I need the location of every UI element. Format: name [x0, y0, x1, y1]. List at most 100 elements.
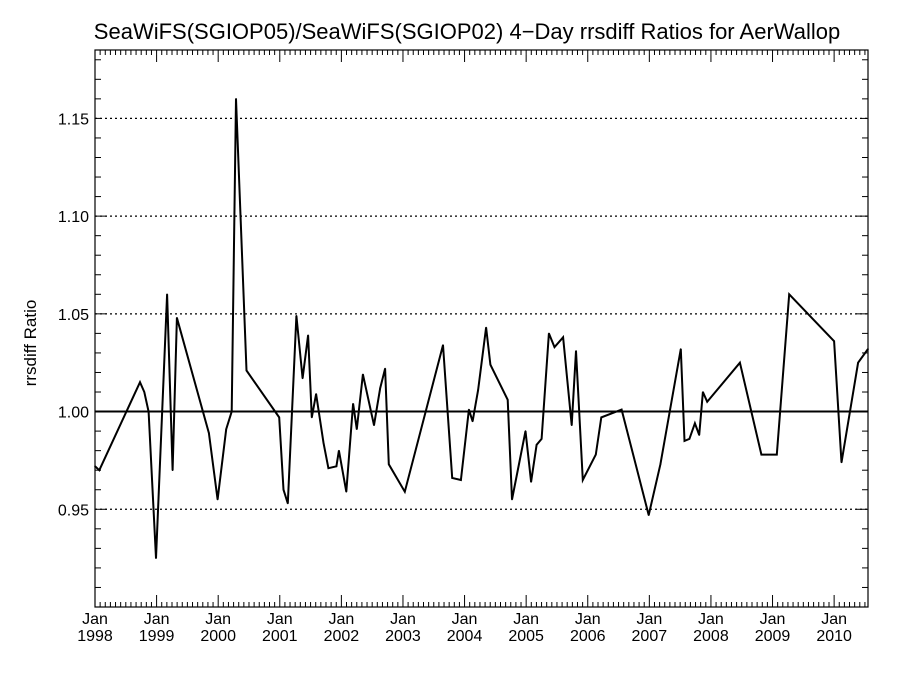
data-point	[788, 293, 790, 296]
data-point	[345, 490, 348, 493]
x-tick-label-month: Jan	[328, 611, 354, 628]
y-axis-ticks: 0.95 1.00 1.05 1.10 1.15	[58, 59, 868, 608]
x-tick-label-month: Jan	[821, 611, 847, 628]
chart-title: SeaWiFS(SGIOP05)/SeaWiFS(SGIOP02) 4−Day …	[94, 19, 840, 44]
data-point	[295, 314, 298, 317]
y-tick-label: 0.95	[58, 502, 89, 519]
x-tick-label-year: 2009	[755, 628, 791, 645]
data-point	[362, 373, 364, 376]
data-point	[553, 346, 556, 348]
x-tick-label-month: Jan	[267, 611, 293, 628]
data-point	[840, 461, 843, 464]
data-point	[225, 428, 227, 430]
data-point	[548, 332, 550, 335]
data-point	[379, 387, 381, 389]
data-point	[506, 399, 509, 401]
data-point	[688, 438, 691, 440]
data-point	[562, 336, 564, 339]
data-point	[139, 381, 141, 384]
data-point	[235, 98, 237, 100]
x-tick-label-month: Jan	[82, 611, 108, 628]
x-tick-label-year: 2008	[693, 628, 729, 645]
y-tick-label: 1.15	[58, 111, 89, 128]
data-point	[216, 498, 219, 501]
data-point	[535, 443, 538, 446]
data-point	[659, 463, 662, 466]
data-point	[442, 344, 444, 346]
data-point	[485, 326, 487, 329]
data-point	[355, 428, 358, 430]
data-point	[468, 408, 470, 411]
y-tick-label: 1.10	[58, 209, 89, 226]
data-point	[245, 369, 248, 372]
data-point	[760, 453, 763, 456]
x-tick-label-month: Jan	[760, 611, 786, 628]
x-tick-label-month: Jan	[452, 611, 478, 628]
data-point	[739, 361, 741, 364]
data-point	[307, 334, 309, 337]
data-point	[230, 410, 233, 413]
data-point	[524, 430, 527, 432]
x-tick-label-year: 2006	[570, 628, 606, 645]
data-point	[143, 391, 146, 393]
data-point	[600, 416, 603, 419]
data-point	[477, 389, 479, 391]
x-tick-label-year: 2004	[447, 628, 483, 645]
plot-area-frame	[94, 49, 869, 608]
x-tick-label-month: Jan	[205, 611, 231, 628]
data-point	[327, 467, 330, 470]
data-point	[282, 488, 285, 491]
data-point	[570, 424, 573, 427]
x-axis-ticks: Jan1998Jan1999Jan2000Jan2001Jan2002Jan20…	[77, 50, 866, 645]
data-point	[698, 434, 701, 436]
data-point	[171, 469, 174, 471]
data-point	[489, 363, 492, 366]
y-tick-label: 1.05	[58, 307, 89, 324]
x-tick-label-month: Jan	[575, 611, 601, 628]
x-tick-label-month: Jan	[390, 611, 416, 628]
x-tick-label-year: 2010	[816, 628, 852, 645]
y-axis-label: rrsdiff Ratio	[21, 300, 40, 387]
data-point	[338, 449, 340, 452]
x-tick-label-month: Jan	[144, 611, 170, 628]
y-tick-label: 1.00	[58, 405, 89, 422]
x-tick-label-month: Jan	[636, 611, 662, 628]
data-point	[776, 453, 778, 456]
data-point	[384, 367, 386, 370]
grid-lines	[95, 117, 868, 510]
data-point	[530, 481, 532, 483]
x-tick-label-year: 2007	[632, 628, 668, 645]
x-tick-label-year: 2005	[508, 628, 544, 645]
data-point	[352, 402, 354, 405]
data-point	[679, 348, 682, 350]
x-tick-label-month: Jan	[698, 611, 724, 628]
data-point	[594, 453, 597, 456]
x-tick-label-year: 2002	[324, 628, 360, 645]
data-point	[833, 340, 835, 343]
data-point	[694, 422, 696, 425]
data-point	[511, 498, 513, 501]
series-line	[94, 98, 869, 559]
data-point	[166, 293, 168, 296]
data-point	[373, 424, 375, 427]
data-point	[857, 361, 859, 364]
data-point	[286, 502, 289, 505]
data-point	[335, 465, 338, 468]
data-point	[647, 514, 650, 516]
data-point	[683, 440, 686, 442]
data-point	[540, 438, 543, 440]
data-point	[322, 442, 325, 444]
data-point	[311, 416, 313, 419]
data-point	[471, 420, 474, 423]
data-point	[582, 479, 584, 481]
data-point	[176, 316, 178, 319]
x-tick-label-year: 2001	[262, 628, 298, 645]
x-tick-label-year: 2000	[200, 628, 236, 645]
data-point	[620, 408, 623, 411]
data-point	[388, 463, 390, 466]
x-tick-label-year: 2003	[385, 628, 421, 645]
data-point	[315, 393, 317, 395]
data-point	[147, 410, 150, 413]
data-point	[208, 432, 210, 434]
